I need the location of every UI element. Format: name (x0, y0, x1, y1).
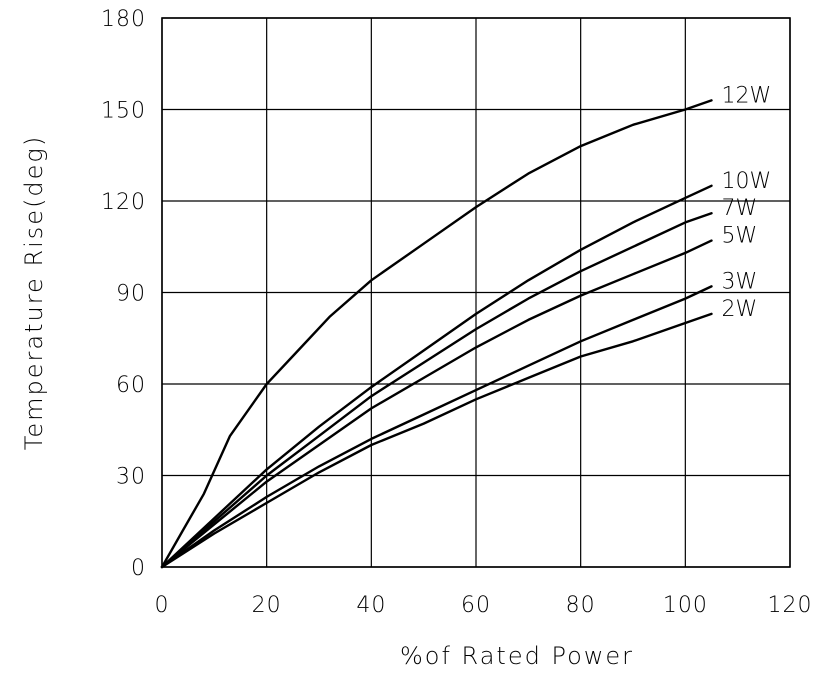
plot-frame (161, 17, 791, 568)
y-tick-labels: 0 30 60 90 120 150 180 (101, 7, 146, 581)
series-line-10w (160, 184, 713, 569)
y-tick-label: 0 (131, 556, 146, 581)
series-line-2w (160, 312, 713, 569)
y-tick-label: 90 (116, 282, 146, 307)
x-tick-label: 100 (663, 593, 708, 618)
series-line-5w (160, 239, 713, 569)
series-label-12w: 12W (722, 83, 772, 108)
series-label-10w: 10W (722, 169, 772, 194)
y-tick-label: 150 (101, 99, 146, 124)
x-tick-label: 20 (252, 593, 282, 618)
y-tick-label: 60 (116, 373, 146, 398)
x-tick-labels: 0 20 40 60 80 100 120 (155, 593, 813, 618)
series-label-5w: 5W (722, 224, 758, 249)
series-line-3w (160, 285, 713, 569)
series-label-7w: 7W (722, 196, 758, 221)
series-label-3w: 3W (722, 269, 758, 294)
y-tick-label: 30 (116, 465, 146, 490)
x-tick-label: 60 (461, 593, 491, 618)
x-tick-label: 80 (566, 593, 596, 618)
series-label-2w: 2W (722, 297, 758, 322)
y-tick-label: 180 (101, 7, 146, 32)
x-axis-title: %of Rated Power (400, 642, 634, 670)
y-tick-label: 120 (101, 190, 146, 215)
x-tick-label: 40 (356, 593, 386, 618)
x-tick-label: 0 (155, 593, 170, 618)
y-axis-title: Temperature Rise(deg) (20, 135, 48, 450)
series-line-7w (160, 212, 713, 569)
x-tick-label: 120 (768, 593, 813, 618)
series-line-12w (160, 99, 713, 569)
